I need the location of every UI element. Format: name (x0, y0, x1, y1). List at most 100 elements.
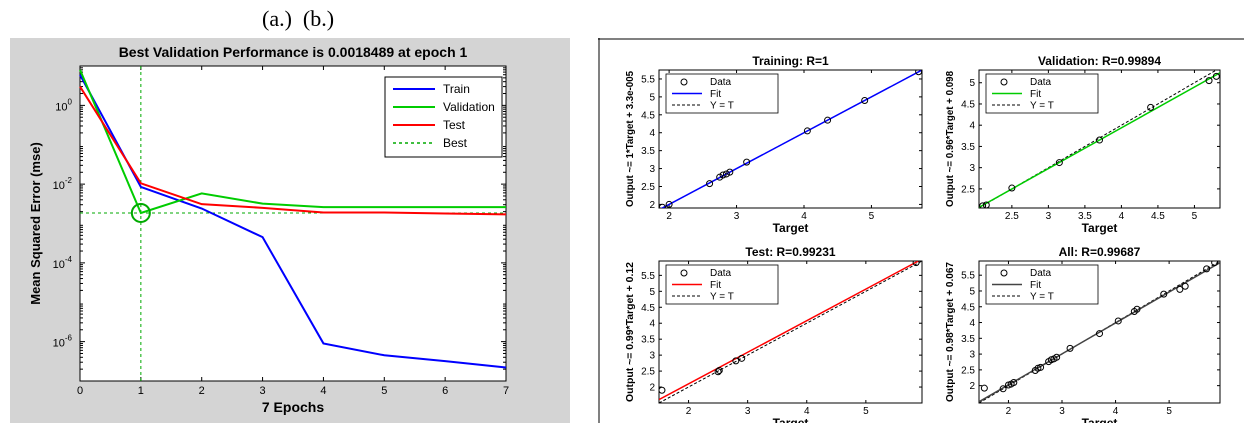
legend-label: Train (443, 82, 470, 96)
data-point (732, 357, 740, 365)
y-tick-base: 10 (53, 180, 65, 192)
y-tick-label: 3.5 (961, 142, 975, 153)
series-line-test (79, 86, 507, 216)
data-point (1205, 77, 1213, 85)
data-point (706, 180, 714, 188)
data-point (659, 203, 666, 208)
data-point (1212, 72, 1220, 80)
legend-label: Data (710, 268, 732, 279)
x-tick-label: 4 (804, 406, 810, 417)
fit-line (659, 261, 920, 401)
subplot-title: Training: R=1 (752, 54, 829, 68)
legend-box (384, 76, 503, 158)
y-tick-label: 5 (969, 78, 975, 89)
y-tick-label: 3.5 (961, 334, 975, 345)
y-tick-label: 2.5 (641, 182, 655, 193)
data-point (979, 202, 987, 208)
x-tick-label: 3 (745, 406, 751, 417)
series-line-train (79, 74, 507, 369)
x-tick-label: 3 (260, 385, 266, 397)
y-tick-label: 2.5 (961, 184, 975, 195)
figure-caption: (a.) (b.) (262, 6, 335, 31)
x-tick-label: 4 (1119, 211, 1125, 222)
legend: Train Validation Test Best (384, 76, 503, 158)
data-point (1211, 261, 1219, 267)
x-tick-label: 2 (199, 385, 205, 397)
x-tick-label: 4.5 (1151, 211, 1165, 222)
x-tick-label: 2 (1006, 406, 1012, 417)
x-tick-label: 6 (442, 385, 448, 397)
y-tick-base: 10 (55, 101, 67, 113)
y-tick-label: 2 (649, 383, 655, 394)
y-tick-label: 5 (969, 286, 975, 297)
y-tick-label: 4.5 (961, 302, 975, 313)
x-tick-label: 4 (1113, 406, 1119, 417)
x-tick-label: 7 (503, 385, 509, 397)
data-point (912, 261, 920, 267)
x-tick-label: 2 (686, 406, 692, 417)
x-axis-label: 7 Epochs (262, 399, 324, 415)
y-tick-label: 3 (649, 164, 655, 175)
x-tick-label: 5 (869, 211, 875, 222)
y-tick-exponent: -4 (65, 255, 73, 264)
x-tick-label: 1 (138, 385, 144, 397)
data-point (1037, 363, 1045, 371)
legend-label: Validation (443, 100, 495, 114)
data-point (719, 171, 727, 179)
y-tick-exponent: 0 (68, 97, 73, 106)
y-tick-label: 5 (649, 92, 655, 103)
data-point (915, 70, 922, 76)
fit-line (660, 70, 922, 208)
chart-title: Best Validation Performance is 0.0018489… (119, 44, 468, 60)
data-point (1114, 317, 1122, 325)
y-tick-label: 4.5 (961, 99, 975, 110)
data-point (861, 96, 869, 104)
fit-line (979, 72, 1220, 208)
data-point (999, 385, 1007, 393)
x-tick-label: 0 (77, 385, 83, 397)
data-point (1176, 285, 1184, 293)
series-line-validation (79, 69, 506, 215)
data-point (1181, 282, 1189, 290)
x-tick-label: 5 (1192, 211, 1198, 222)
data-point (738, 354, 746, 362)
data-point (715, 366, 723, 374)
legend-marker-data (1000, 269, 1008, 277)
x-tick-label: 2 (666, 211, 672, 222)
y-tick-label: 5.5 (961, 271, 975, 282)
subplot-x-label: Target (1082, 416, 1118, 423)
legend-label: Data (1030, 268, 1052, 279)
data-point (1053, 353, 1061, 361)
y-tick-label: 3 (969, 350, 975, 361)
regression-subplot: Test: R=0.99231 Target Output ~= 0.99*Targ… (624, 245, 923, 428)
data-point (659, 386, 666, 394)
x-tick-label: 3 (1059, 406, 1065, 417)
fit-line (979, 261, 1220, 403)
legend-label: Data (710, 77, 732, 88)
performance-plot-panel: Best Validation Performance is 0.0018489… (10, 38, 570, 423)
y-tick-label: 3 (969, 163, 975, 174)
subplot-data-layer (979, 261, 1220, 403)
subplot-x-label: Target (773, 416, 809, 423)
y-axis-label: Mean Squared Error (mse) (28, 142, 43, 305)
legend-label: Fit (710, 280, 721, 291)
best-point-marker (130, 202, 151, 223)
data-point (1096, 330, 1103, 338)
y-tick-exponent: -6 (65, 334, 73, 343)
legend-label: Fit (1030, 280, 1041, 291)
subplot-data-layer (659, 70, 922, 208)
data-point (982, 201, 990, 208)
y-tick-label: 2.5 (641, 367, 655, 378)
performance-plot: Best Validation Performance is 0.0018489… (10, 38, 570, 423)
subplot-title: All: R=0.99687 (1059, 245, 1141, 259)
data-point (824, 116, 832, 124)
legend-label: Test (443, 118, 466, 132)
data-point (1203, 265, 1211, 273)
y-tick-base: 10 (53, 338, 65, 350)
data-point (714, 368, 722, 376)
subplot-data-layer (659, 261, 922, 403)
